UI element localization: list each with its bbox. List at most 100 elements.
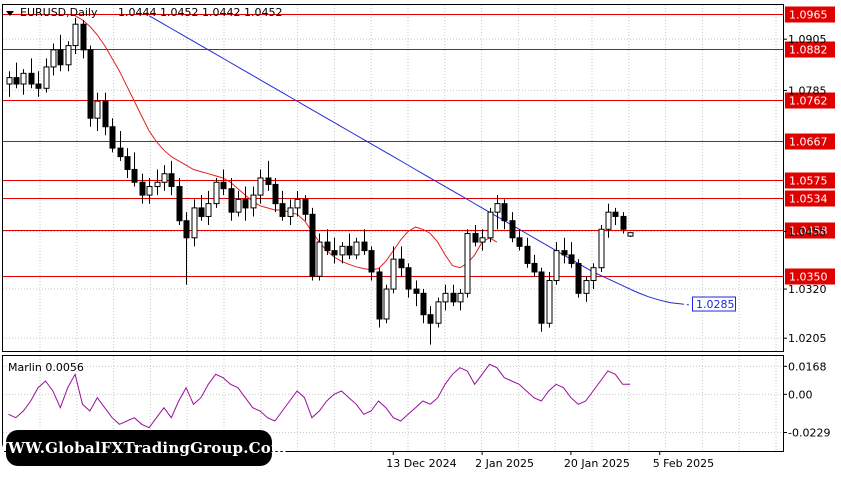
level-label: 1.0458 — [789, 225, 828, 238]
candle-bearish — [228, 188, 235, 213]
x-tick-label: 20 Jan 2025 — [564, 457, 630, 470]
candle-bearish — [265, 177, 272, 185]
candle-bearish — [376, 271, 383, 320]
candle-bearish — [361, 241, 368, 252]
indicator-y-tick-label: 0.0168 — [788, 360, 827, 373]
candle-bearish — [472, 233, 479, 243]
candle-bearish — [538, 271, 545, 324]
watermark-logo: WWW.GlobalFXTradingGroup.Com — [0, 430, 287, 466]
candle-bearish — [131, 168, 138, 183]
candle-bearish — [620, 215, 627, 230]
candle-bullish — [442, 292, 449, 303]
chart-symbol: EURUSD,Daily — [20, 6, 98, 19]
level-label-box — [785, 222, 835, 239]
candle-bullish — [546, 280, 553, 324]
chart-ohlc: 1.0444 1.0452 1.0442 1.0452 — [118, 6, 282, 19]
candle-bullish — [435, 301, 442, 324]
candle-bearish — [183, 220, 190, 239]
candle-bullish — [205, 203, 212, 217]
candle-bearish — [198, 207, 205, 217]
candle-bearish — [117, 147, 124, 158]
candle-bearish — [346, 245, 353, 256]
candle-bullish — [50, 49, 57, 68]
y-tick-label: 1.0320 — [788, 283, 827, 296]
candle-bullish — [161, 173, 168, 183]
candle-bearish — [309, 213, 316, 277]
y-tick-label: 1.0905 — [788, 33, 827, 46]
candle-bearish — [427, 314, 434, 324]
candle-bearish — [176, 186, 183, 222]
candle-bullish — [605, 211, 612, 230]
level-label-box — [785, 190, 835, 207]
candle-bullish — [390, 258, 397, 290]
candle-bearish — [87, 49, 94, 119]
level-label-box — [785, 92, 835, 109]
candle-bearish — [109, 126, 116, 149]
collapse-triangle-icon[interactable] — [6, 11, 14, 16]
level-label-box — [785, 172, 835, 189]
candle-bearish — [612, 211, 619, 217]
y-tick-label: 1.0205 — [788, 332, 827, 345]
candle-bullish — [627, 232, 634, 237]
candle-bullish — [487, 211, 494, 239]
candle-bullish — [235, 198, 242, 213]
candle-bullish — [383, 288, 390, 320]
price-panel — [2, 4, 784, 352]
level-label-box — [785, 133, 835, 150]
candle-bullish — [457, 292, 464, 303]
candle-bullish — [154, 181, 161, 188]
candle-bearish — [35, 83, 42, 89]
candle-bullish — [213, 181, 220, 205]
indicator-title: Marlin 0.0056 — [8, 361, 84, 374]
candle-bullish — [479, 237, 486, 243]
candle-bullish — [464, 233, 471, 294]
candle-bearish — [531, 262, 538, 273]
candle-bearish — [509, 220, 516, 239]
y-tick-label: 1.0455 — [788, 225, 827, 238]
level-label: 1.0350 — [789, 271, 828, 284]
candle-bullish — [583, 280, 590, 294]
indicator-y-tick-label: 0.00 — [788, 388, 813, 401]
candle-bearish — [124, 156, 131, 170]
candle-bullish — [287, 207, 294, 217]
candle-bearish — [450, 292, 457, 303]
candle-bearish — [368, 250, 375, 273]
level-label: 1.0762 — [789, 95, 828, 108]
candle-bearish — [220, 181, 227, 190]
level-label: 1.0965 — [789, 9, 828, 22]
level-label: 1.0882 — [789, 44, 828, 57]
candle-bearish — [501, 203, 508, 222]
marlin-indicator-line — [8, 363, 631, 429]
level-label: 1.0667 — [789, 136, 828, 149]
candle-bullish — [250, 194, 257, 209]
x-tick-label: 13 Dec 2024 — [386, 457, 456, 470]
candle-bullish — [257, 177, 264, 196]
candle-bearish — [324, 241, 331, 252]
level-label: 1.0534 — [789, 193, 828, 206]
candle-bullish — [94, 100, 101, 119]
candle-bullish — [494, 203, 501, 213]
indicator-y-tick-label: -0.0229 — [788, 427, 830, 440]
candle-bullish — [146, 186, 153, 196]
candle-bearish — [561, 250, 568, 256]
candle-bullish — [191, 207, 198, 239]
candle-bearish — [413, 288, 420, 294]
candle-bearish — [302, 198, 309, 215]
candle-bearish — [57, 49, 64, 66]
candle-bullish — [72, 23, 79, 47]
watermark-text: WWW.GlobalFXTradingGroup.Com — [0, 439, 288, 457]
candle-bearish — [80, 23, 87, 51]
blue-ma-label-box — [692, 296, 736, 312]
candle-bullish — [353, 241, 360, 256]
candle-bearish — [524, 245, 531, 264]
blue-ma-label: 1.0285 — [696, 298, 735, 311]
level-label-box — [785, 41, 835, 58]
candle-bullish — [553, 250, 560, 282]
candle-bearish — [168, 173, 175, 188]
candle-bearish — [139, 181, 146, 196]
candle-bullish — [339, 245, 346, 256]
level-label-box — [785, 6, 835, 23]
candle-bearish — [516, 237, 523, 247]
